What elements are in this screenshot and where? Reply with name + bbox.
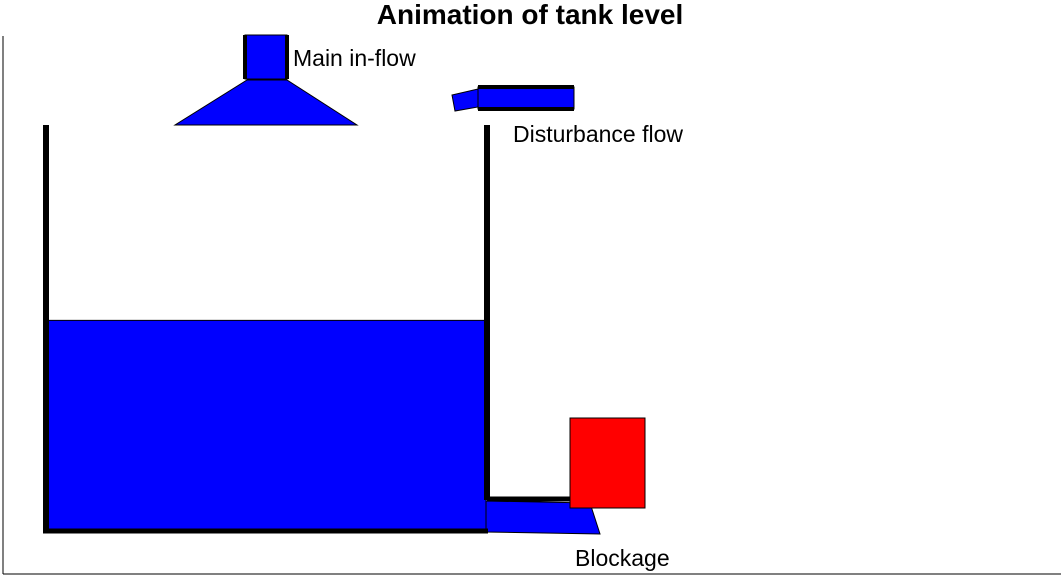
disturbance-flow-label: Disturbance flow — [513, 121, 683, 147]
main-inflow-label: Main in-flow — [293, 45, 416, 71]
disturbance-spout — [452, 89, 478, 111]
blockage-block — [570, 418, 645, 508]
tank-liquid — [46, 320, 486, 532]
disturbance-pipe — [478, 87, 574, 109]
disturbance-flow-assembly — [452, 87, 574, 111]
blockage-label: Blockage — [575, 545, 670, 571]
main-inflow-pipe — [245, 35, 287, 79]
main-inflow-spray — [175, 80, 357, 125]
diagram-title: Animation of tank level — [377, 0, 684, 30]
